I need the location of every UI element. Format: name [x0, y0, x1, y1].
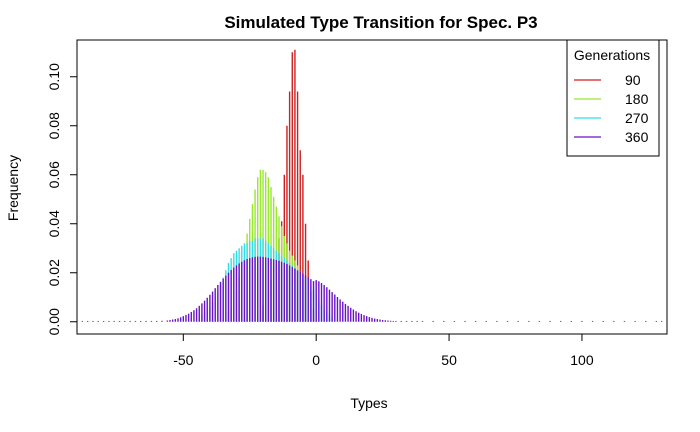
x-tick-label: 100: [570, 352, 594, 368]
x-tick-label: 50: [441, 352, 457, 368]
legend-label-90: 90: [625, 72, 641, 88]
legend-items: 90 180 270 360: [574, 72, 649, 145]
x-axis-label: Types: [350, 395, 387, 411]
legend-label-360: 360: [625, 129, 649, 145]
y-axis-label: Frequency: [5, 155, 21, 221]
x-tick-label: -50: [173, 352, 193, 368]
bars-layer: [81, 49, 663, 322]
legend: Generations 90 180 270 360: [566, 39, 660, 157]
legend-title: Generations: [574, 47, 650, 63]
y-tick-label: 0.00: [46, 308, 62, 335]
chart-title: Simulated Type Transition for Spec. P3: [224, 13, 537, 32]
y-tick-label: 0.08: [46, 112, 62, 139]
y-tick-label: 0.10: [46, 63, 62, 90]
x-axis: -50 0 50 100: [173, 333, 594, 368]
legend-label-270: 270: [625, 110, 649, 126]
y-tick-label: 0.06: [46, 161, 62, 188]
y-axis: 0.00 0.02 0.04 0.06 0.08 0.10: [46, 63, 78, 335]
x-tick-label: 0: [312, 352, 320, 368]
y-tick-label: 0.04: [46, 210, 62, 237]
legend-label-180: 180: [625, 91, 649, 107]
y-tick-label: 0.02: [46, 259, 62, 286]
